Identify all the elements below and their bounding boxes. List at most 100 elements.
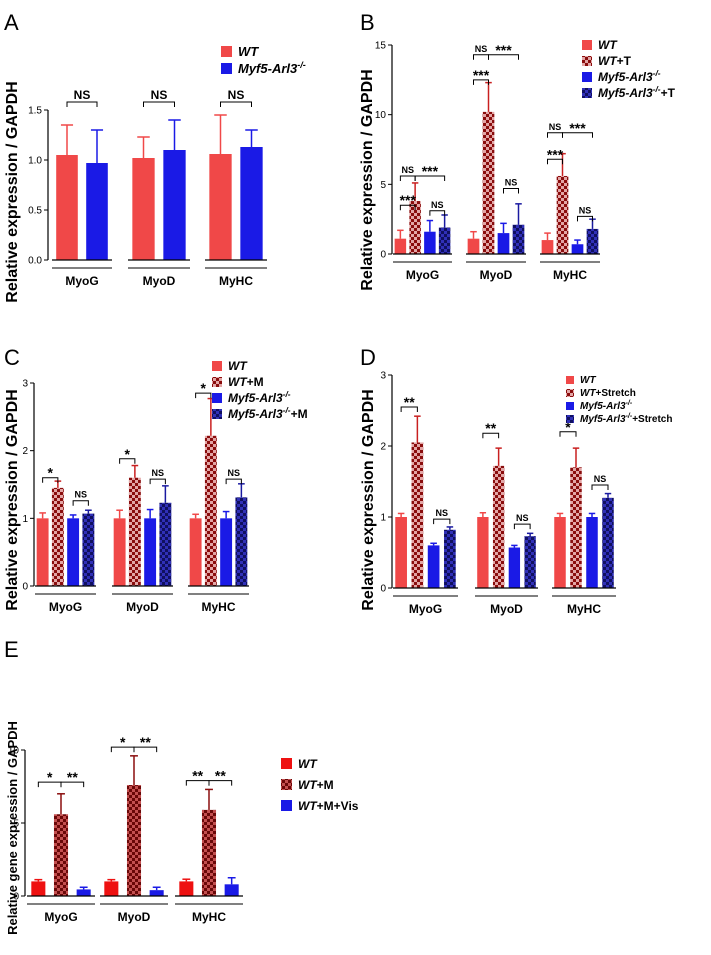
legend-main: Myf5-Arl3 — [238, 61, 298, 76]
y-tick-label: 0 — [380, 584, 386, 595]
bar-B-MyHC-0 — [541, 240, 554, 254]
significance-bracket — [60, 781, 85, 788]
bar-B-MyoG-2 — [424, 231, 436, 254]
significance-bracket — [42, 477, 59, 483]
significance-label: * — [201, 380, 207, 396]
bar-C-MyoG-3 — [82, 513, 95, 586]
legend-suffix: +M — [317, 778, 334, 792]
bar-D-MyoG-2 — [427, 545, 440, 588]
y-tick-label: 5 — [13, 819, 19, 830]
legend-main: Myf5-Arl3 — [580, 401, 626, 412]
panel-D: D Relative expression / GAPDH 0 1 2 3 MyoG MyoD… — [360, 345, 672, 616]
significance-label: NS — [505, 178, 518, 188]
legend-main: WT — [298, 778, 318, 792]
y-tick-label: 10 — [8, 746, 20, 757]
legend-swatch — [281, 779, 292, 790]
x-category-label: MyHC — [192, 910, 226, 924]
x-category-label: MyoD — [143, 274, 176, 288]
bar-A-MyHC-0 — [209, 154, 232, 260]
bar-D-MyoG-3 — [444, 529, 456, 588]
significance-bracket — [399, 204, 416, 211]
significance-bracket — [577, 215, 593, 222]
legend-swatch — [582, 40, 592, 50]
legend-swatch — [212, 409, 222, 419]
significance-bracket — [513, 523, 531, 530]
panel-letter: E — [4, 637, 19, 662]
legend-swatch — [221, 63, 232, 74]
significance-bracket — [119, 458, 136, 464]
bar-A-MyHC-1 — [240, 147, 263, 260]
bar-E-MyHC-1 — [201, 809, 217, 896]
bar-D-MyoD-3 — [524, 536, 536, 588]
bar-D-MyoD-2 — [508, 547, 521, 588]
bar-E-MyHC-0 — [179, 881, 194, 896]
bar-C-MyoG-1 — [51, 487, 64, 586]
bar-C-MyHC-3 — [235, 497, 248, 586]
bar-E-MyoG-1 — [53, 814, 69, 896]
significance-label: * — [565, 419, 571, 435]
significance-label: ** — [140, 734, 151, 750]
bar-E-MyoD-0 — [104, 881, 119, 896]
significance-label: NS — [401, 165, 414, 175]
significance-label: NS — [151, 88, 168, 102]
legend-sup: -/- — [283, 389, 291, 399]
bar-D-MyoD-0 — [477, 517, 489, 588]
significance-label: NS — [549, 122, 562, 132]
legend-main: Myf5-Arl3 — [580, 414, 626, 425]
significance-bracket — [149, 478, 166, 485]
bar-C-MyoD-1 — [128, 477, 141, 586]
significance-bracket — [400, 406, 418, 412]
panel-letter: A — [4, 10, 19, 35]
legend-swatch — [221, 46, 232, 57]
significance-label: ** — [192, 768, 203, 784]
legend-main: WT — [598, 38, 618, 52]
legend-main: Myf5-Arl3 — [598, 70, 653, 84]
y-tick-label: 3 — [380, 371, 386, 382]
y-tick-label: 3 — [22, 379, 28, 390]
legend-entry: WT — [238, 44, 259, 59]
legend-main: WT — [598, 54, 618, 68]
bar-D-MyoG-0 — [395, 517, 407, 588]
y-tick-label: 0.5 — [28, 206, 42, 217]
legend-entry: Myf5-Arl3-/- — [598, 68, 661, 84]
bar-A-MyoD-1 — [163, 150, 186, 260]
legend-entry: Myf5-Arl3-/-+Stretch — [580, 413, 672, 425]
significance-label: NS — [516, 513, 529, 523]
bar-B-MyHC-3 — [586, 228, 599, 254]
y-axis-label: Relative expression / GAPDH — [359, 69, 376, 290]
bar-D-MyoG-1 — [411, 442, 424, 588]
significance-bracket — [503, 188, 519, 194]
bar-C-MyHC-1 — [204, 435, 217, 586]
significance-label: NS — [74, 88, 91, 102]
legend-suffix: +Stretch — [596, 388, 636, 399]
bar-B-MyoG-0 — [394, 238, 407, 254]
significance-bracket — [429, 210, 446, 216]
significance-label: ** — [215, 768, 226, 784]
legend-main: WT — [580, 388, 596, 399]
legend-sup: -/- — [283, 405, 291, 415]
x-category-label: MyoD — [126, 600, 159, 614]
significance-bracket — [482, 432, 500, 439]
y-axis-label: Relative expression / GAPDH — [360, 389, 377, 610]
legend-sup: -/- — [297, 60, 306, 70]
significance-label: *** — [400, 192, 417, 208]
significance-bracket — [559, 431, 577, 437]
legend-sup: -/- — [626, 413, 633, 420]
significance-bracket — [433, 518, 451, 525]
significance-bracket — [488, 54, 519, 60]
legend-entry: Myf5-Arl3-/- — [580, 400, 633, 412]
panel-letter: C — [4, 345, 20, 370]
bar-B-MyHC-2 — [571, 244, 584, 254]
legend-main: WT — [228, 375, 248, 389]
y-axis-label: Relative expression / GAPDH — [4, 389, 21, 610]
significance-label: NS — [475, 44, 488, 54]
legend-entry: WT+M+Vis — [298, 799, 359, 813]
significance-bracket — [414, 175, 446, 181]
significance-bracket — [473, 79, 489, 85]
legend-main: WT — [228, 359, 248, 373]
legend-swatch — [212, 393, 222, 403]
y-tick-label: 0 — [380, 250, 386, 261]
significance-bracket — [208, 780, 233, 786]
bar-B-MyHC-1 — [556, 175, 569, 254]
